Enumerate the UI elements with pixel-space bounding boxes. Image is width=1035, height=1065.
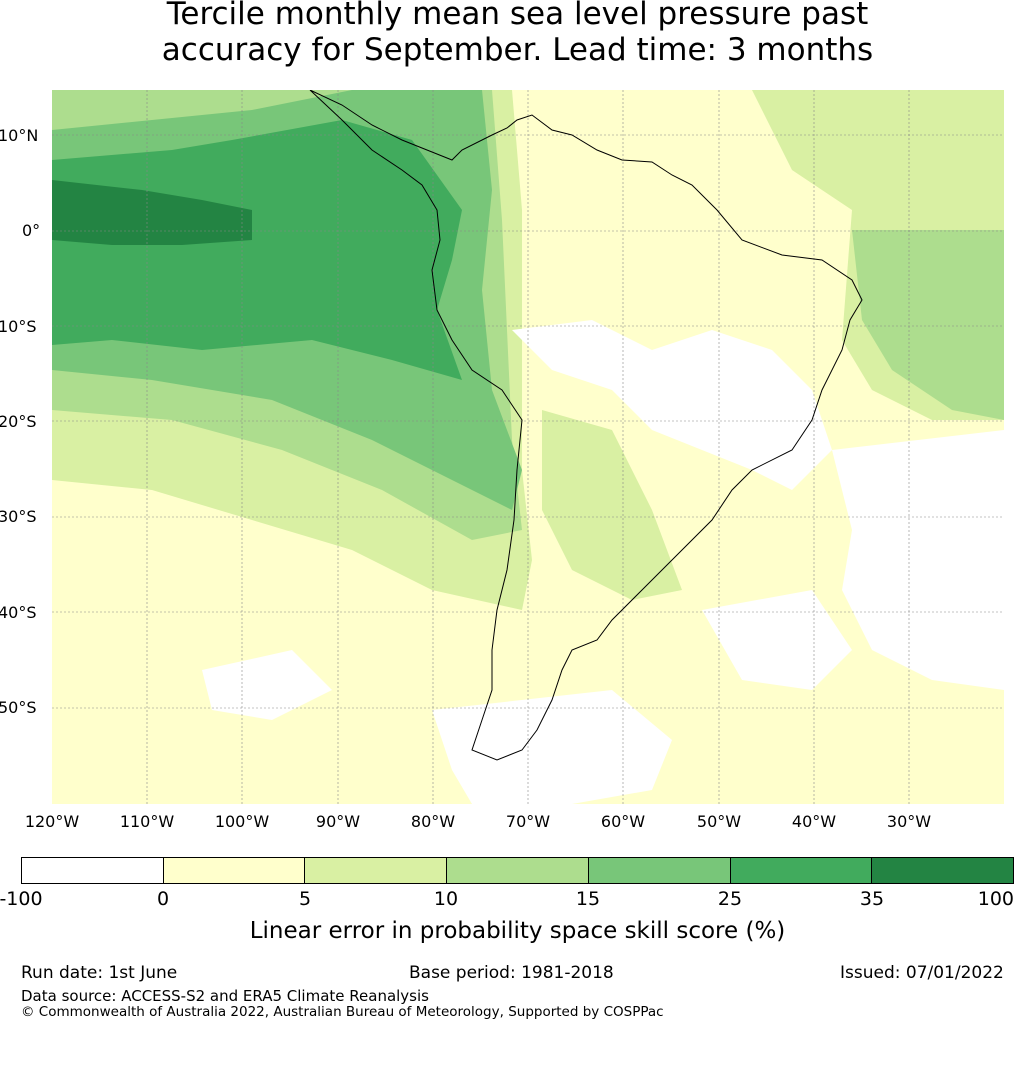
- copyright: © Commonwealth of Australia 2022, Austra…: [21, 1004, 664, 1020]
- colorbar-tick: 15: [575, 888, 601, 910]
- colorbar-label: Linear error in probability space skill …: [249, 918, 786, 944]
- lon-label-60w: 60°W: [600, 812, 646, 831]
- title-line-1: Tercile monthly mean sea level pressure …: [166, 0, 869, 32]
- colorbar-bin-neg100-0: [22, 858, 164, 883]
- region-10-15-atlantic: [852, 230, 1004, 420]
- lon-label-50w: 50°W: [696, 812, 742, 831]
- lon-label-70w: 70°W: [505, 812, 551, 831]
- graticule: [52, 90, 1004, 804]
- lat-label-0: 0°: [22, 221, 41, 240]
- lat-label-50s: 50°S: [0, 698, 37, 717]
- base-period: Base period: 1981-2018: [409, 963, 614, 983]
- region-25-35: [52, 120, 462, 380]
- region-35-100: [52, 180, 252, 245]
- region-neg-3: [432, 690, 672, 804]
- colorbar-tick: 10: [433, 888, 459, 910]
- colorbar-bin-35-100: [872, 858, 1014, 883]
- colorbar-bin-0-5: [163, 858, 306, 883]
- lon-label-100w: 100°W: [214, 812, 270, 831]
- colorbar-bin-15-25: [588, 858, 731, 883]
- run-date: Run date: 1st June: [21, 963, 178, 983]
- colorbar-tick: 25: [717, 888, 743, 910]
- colorbar-bin-25-35: [730, 858, 873, 883]
- title-line-2: accuracy for September. Lead time: 3 mon…: [161, 32, 874, 68]
- issued-date: Issued: 07/01/2022: [840, 963, 1004, 983]
- map-title: Tercile monthly mean sea level pressure …: [0, 0, 1035, 68]
- colorbar: [21, 857, 1014, 884]
- region-neg-4: [202, 650, 332, 720]
- lon-label-120w: 120°W: [24, 812, 80, 831]
- lon-label-110w: 110°W: [119, 812, 175, 831]
- lat-label-20s: 20°S: [0, 412, 37, 431]
- region-neg-1: [512, 320, 832, 490]
- lon-label-30w: 30°W: [886, 812, 932, 831]
- lon-label-90w: 90°W: [315, 812, 361, 831]
- colorbar-bin-10-15: [447, 858, 589, 883]
- lat-label-30s: 30°S: [0, 507, 37, 526]
- lat-label-10s: 10°S: [0, 317, 37, 336]
- colorbar-tick: 0: [156, 888, 170, 910]
- lat-label-10n: 10°N: [0, 126, 39, 145]
- south-america-coastline: [309, 90, 863, 761]
- region-5-10-southamerica: [542, 410, 682, 600]
- region-neg-2: [832, 430, 1004, 690]
- lon-label-80w: 80°W: [410, 812, 456, 831]
- colorbar-tick: 100: [977, 888, 1014, 910]
- colorbar-tick: -100: [0, 888, 43, 910]
- colorbar-tick: 5: [298, 888, 312, 910]
- colorbar-bin-5-10: [305, 858, 448, 883]
- skill-score-map: [52, 90, 1004, 804]
- colorbar-tick: 35: [859, 888, 885, 910]
- lat-label-40s: 40°S: [0, 603, 37, 622]
- data-source: Data source: ACCESS-S2 and ERA5 Climate …: [21, 987, 429, 1005]
- region-neg-5: [702, 590, 852, 690]
- lon-label-40w: 40°W: [791, 812, 837, 831]
